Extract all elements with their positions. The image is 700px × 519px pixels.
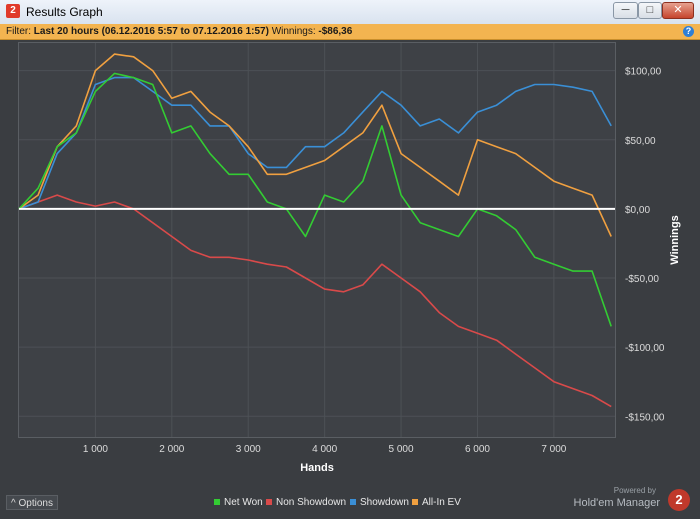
x-axis-title: Hands — [300, 462, 334, 474]
plot-area — [18, 42, 616, 438]
x-tick-label: 2 000 — [159, 444, 184, 455]
legend-item-non-showdown[interactable]: Non Showdown — [266, 497, 346, 508]
y-tick-label: -$50,00 — [625, 274, 659, 285]
filter-summary: Filter: Last 20 hours (06.12.2016 5:57 t… — [6, 24, 352, 39]
legend-label: Net Won — [224, 497, 263, 508]
filter-prefix: Filter: — [6, 26, 31, 37]
x-tick-label: 1 000 — [83, 444, 108, 455]
legend-label: All-In EV — [422, 497, 461, 508]
y-tick-label: $100,00 — [625, 67, 662, 78]
y-axis-title: Winnings — [669, 215, 681, 264]
maximize-button[interactable]: □ — [638, 2, 662, 19]
legend-item-all-in-ev[interactable]: All-In EV — [412, 497, 461, 508]
series-line-net-won — [18, 72, 612, 327]
window-title: Results Graph — [26, 5, 103, 19]
options-label: Options — [18, 498, 53, 509]
legend-swatch — [412, 499, 418, 506]
x-tick-label: 7 000 — [541, 444, 566, 455]
y-tick-label: $50,00 — [625, 136, 656, 147]
filter-range: Last 20 hours (06.12.2016 5:57 to 07.12.… — [33, 26, 269, 37]
x-tick-label: 4 000 — [312, 444, 337, 455]
app-logo-icon: 2 — [6, 4, 20, 18]
legend-swatch — [214, 499, 220, 506]
series-line-all-in-ev — [18, 53, 612, 237]
options-caret-icon: ^ — [11, 498, 16, 509]
close-button[interactable]: ✕ — [662, 2, 694, 19]
minimize-button[interactable]: ─ — [613, 2, 638, 19]
filter-bar: Filter: Last 20 hours (06.12.2016 5:57 t… — [0, 24, 700, 40]
winnings-label: Winnings: — [271, 26, 316, 37]
series-line-non-showdown — [18, 194, 612, 408]
help-icon[interactable]: ? — [683, 26, 694, 37]
legend-item-net-won[interactable]: Net Won — [214, 497, 263, 508]
legend-item-showdown[interactable]: Showdown — [350, 497, 409, 508]
x-tick-label: 3 000 — [236, 444, 261, 455]
holdem-manager-logo-icon: 2 — [668, 489, 690, 511]
y-tick-label: -$100,00 — [625, 343, 665, 354]
legend-label: Non Showdown — [276, 497, 347, 508]
legend-swatch — [266, 499, 272, 506]
y-tick-label: $0,00 — [625, 205, 650, 216]
winnings-value: -$86,36 — [318, 26, 353, 37]
series-line-showdown — [18, 76, 612, 210]
window-titlebar: 2 Results Graph ─ □ ✕ — [0, 0, 700, 25]
powered-by-text: Powered by — [613, 486, 656, 495]
brand-name: Hold'em Manager — [573, 497, 660, 509]
x-tick-label: 5 000 — [389, 444, 414, 455]
legend-label: Showdown — [360, 497, 409, 508]
y-tick-label: -$150,00 — [625, 412, 665, 423]
x-tick-label: 6 000 — [465, 444, 490, 455]
legend-swatch — [350, 499, 356, 506]
options-button[interactable]: ^ Options — [6, 495, 58, 510]
